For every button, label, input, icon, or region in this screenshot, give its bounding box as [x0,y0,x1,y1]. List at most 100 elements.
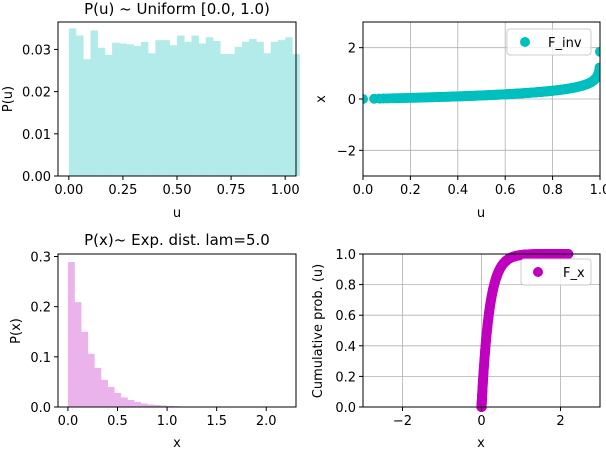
exponential-histogram-bar [140,403,148,407]
uniform-histogram-bar [205,37,214,176]
uniform-histogram-bar [76,35,84,176]
uniform-histogram-bar [97,47,106,177]
exponential-histogram-bar [74,302,82,407]
exponential-histogram-title: P(x)~ Exp. dist. lam=5.0 [84,231,270,249]
uniform-histogram-bar [213,40,221,177]
cdf-ylabel: Cumulative prob. (u) [311,264,326,399]
exponential-histogram-xtick-label: 0.0 [58,414,79,429]
uniform-histogram-bar [285,37,293,176]
uniform-histogram-bar [198,43,207,176]
exponential-histogram-xtick-label: 0.5 [107,414,128,429]
exponential-histogram-bar [134,401,141,407]
cdf-axes: −2 0 2 0.0 0.2 0.4 0.6 0.8 1.0 [335,248,601,429]
inverse-cdf-ylabel: x [314,95,329,103]
exponential-histogram-ytick-label: 0.3 [30,251,51,266]
exponential-histogram-bar [107,386,115,407]
exponential-histogram-bar [120,397,128,407]
uniform-histogram-bar [90,30,98,177]
uniform-histogram-bar [119,43,127,176]
uniform-histogram-xtick-label: 0.50 [163,183,192,198]
cdf-ytick-label: 0.8 [335,279,356,294]
inverse-cdf-point [594,62,600,73]
cdf-legend: F_x [520,258,592,286]
uniform-histogram-bar [133,46,142,176]
uniform-histogram-ylabel: P(u) [1,86,16,112]
uniform-histogram-bar [184,41,192,176]
exponential-histogram-bar [100,379,108,407]
inverse-cdf-axes: 0.0 0.2 0.4 0.6 0.8 1.0 −2 0 2 [337,21,606,198]
uniform-histogram-bar [162,40,171,176]
exponential-histogram-xtick-label: 1.0 [157,414,178,429]
exponential-histogram-xtick-label: 2.0 [256,414,277,429]
cdf-xtick-label: −2 [393,414,412,429]
exponential-histogram-frame [57,253,297,408]
inverse-cdf-points [363,46,600,104]
exponential-histogram-bar [153,404,161,407]
cdf-xtick-label: 0 [477,414,485,429]
uniform-histogram-bar [104,54,113,176]
cdf-xlabel: x [477,436,485,449]
cdf-xtick-label: 2 [556,414,564,429]
uniform-histogram-bar [249,38,257,177]
uniform-histogram-bar [140,41,149,176]
exponential-histogram-bar [67,262,75,407]
uniform-histogram-bar [68,28,77,177]
exponential-histogram-bar [127,399,135,407]
uniform-histogram-ytick-label: 0.01 [22,128,51,143]
uniform-histogram-bar [176,35,185,176]
uniform-histogram-bar [220,54,228,177]
inverse-cdf-panel: 0.0 0.2 0.4 0.6 0.8 1.0 −2 0 2 u x F_inv [314,21,606,221]
uniform-histogram-bar [191,35,199,176]
cdf-ytick-label: 0.4 [335,340,356,355]
cdf-ytick-label: 0.2 [335,370,356,385]
inverse-cdf-xtick-label: 1.0 [590,183,606,198]
inverse-cdf-ytick-label: 2 [348,42,356,57]
exponential-histogram-bars [67,262,280,407]
inverse-cdf-legend: F_inv [506,28,592,56]
cdf-legend-marker [533,267,543,277]
uniform-histogram-bars [68,28,300,177]
uniform-histogram-xtick-label: 0.75 [217,183,246,198]
exponential-histogram-bar [167,405,175,407]
uniform-histogram-bar [241,41,250,176]
exponential-histogram-bar [81,331,89,407]
uniform-histogram-panel: P(u) ~ Uniform [0.0, 1.0) 0.00 0.25 0.50 0.… [1,0,300,221]
uniform-histogram-title: P(u) ~ Uniform [0.0, 1.0) [84,0,270,18]
cdf-points [476,249,574,412]
uniform-histogram-bar [234,46,243,176]
exponential-histogram-bar [94,367,102,407]
cdf-ytick-label: 1.0 [335,248,356,263]
inverse-cdf-point [363,94,368,104]
inverse-cdf-xtick-label: 0.2 [400,183,421,198]
exponential-histogram-ylabel: P(x) [9,318,24,344]
uniform-histogram-bar [155,40,163,176]
uniform-histogram-xtick-label: 0.00 [54,183,83,198]
inverse-cdf-xtick-label: 0.8 [542,183,563,198]
inverse-cdf-xtick-label: 0.0 [353,183,374,198]
inverse-cdf-point [594,46,600,57]
exponential-histogram-xtick-label: 1.5 [206,414,227,429]
exponential-histogram-ytick-label: 0.1 [30,351,51,366]
inverse-cdf-ytick-label: 0 [348,93,356,108]
uniform-histogram-bar [148,53,156,176]
inverse-cdf-legend-marker [520,37,530,47]
cdf-panel: −2 0 2 0.0 0.2 0.4 0.6 0.8 1.0 x Cumulative prob… [311,248,601,449]
cdf-ytick-label: 0.6 [335,309,356,324]
uniform-histogram-bar [277,40,286,176]
uniform-histogram-xtick-label: 0.25 [108,183,137,198]
uniform-histogram-axes: 0.00 0.25 0.50 0.75 1.00 0.00 0.01 0.02 0.03 [22,21,300,198]
exponential-histogram-ytick-label: 0.2 [30,301,51,316]
uniform-histogram-bar [263,53,272,176]
exponential-histogram-xlabel: x [173,436,181,449]
cdf-legend-label: F_x [563,266,585,281]
uniform-histogram-xlabel: u [173,206,181,221]
inverse-cdf-ytick-label: −2 [337,144,356,159]
inverse-cdf-xtick-label: 0.4 [447,183,468,198]
inverse-cdf-legend-label: F_inv [548,36,582,51]
uniform-histogram-bar [83,59,91,176]
exponential-histogram-axes: 0.0 0.5 1.0 1.5 2.0 0.0 0.1 0.2 0.3 [30,251,297,429]
uniform-histogram-bar [112,42,120,176]
uniform-histogram-bar [256,41,264,176]
cdf-ytick-label: 0.0 [335,401,356,416]
inverse-cdf-xtick-label: 0.6 [495,183,516,198]
